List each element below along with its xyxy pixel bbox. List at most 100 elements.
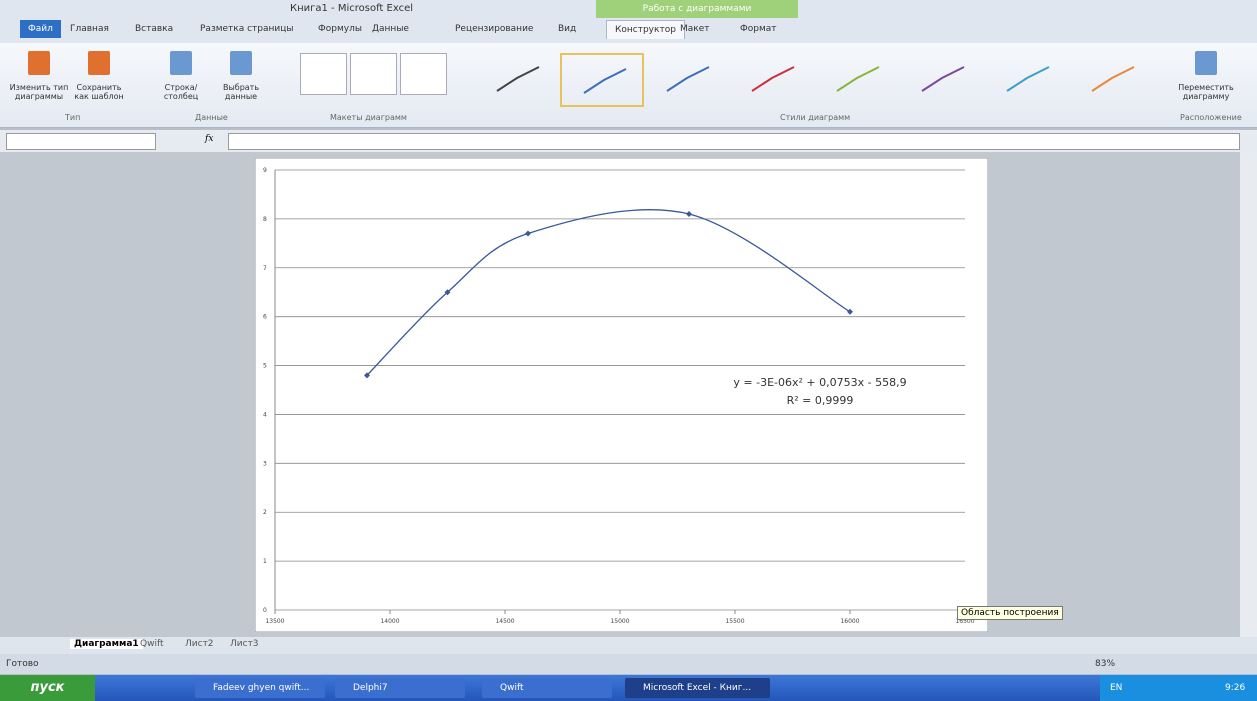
style-line	[583, 68, 627, 94]
sheet-tab[interactable]: Лист2	[185, 639, 214, 649]
ribbon-tab[interactable]: Макет	[680, 24, 710, 34]
ribbon-group-label: Расположение	[1180, 113, 1242, 122]
style-line	[836, 66, 880, 92]
taskbar-item[interactable]: Microsoft Excel - Книг...	[625, 678, 770, 698]
context-tab: Работа с диаграммами	[596, 0, 798, 18]
ribbon-group-label: Тип	[65, 113, 81, 122]
ribbon-button[interactable]: Выбрать данные	[222, 83, 260, 101]
taskbar-item[interactable]: Delphi7	[335, 678, 465, 698]
style-thumb[interactable]	[730, 53, 810, 103]
zoom-level: 83%	[1095, 659, 1116, 669]
chart-area	[255, 158, 988, 632]
style-preview	[583, 68, 627, 94]
formula-bar: fx	[0, 130, 1257, 152]
ribbon-group-label: Стили диаграмм	[780, 113, 851, 122]
taskbar-item[interactable]: Qwift	[482, 678, 612, 698]
taskbar-item[interactable]: Fadeev ghyen qwift...	[195, 678, 325, 698]
window-title: Книга1 - Microsoft Excel	[290, 3, 414, 14]
style-preview	[496, 66, 540, 92]
data-point	[686, 211, 692, 217]
ribbon-button[interactable]: Изменить тип диаграммы	[9, 83, 69, 101]
start-button[interactable]: пуск	[0, 675, 95, 701]
style-preview	[921, 66, 965, 92]
ribbon: Изменить тип диаграммы Сохранить как шабл…	[0, 43, 1257, 128]
style-line	[1091, 66, 1135, 92]
style-preview	[1091, 66, 1135, 92]
trendline-label: R² = 0,9999	[787, 394, 854, 407]
data-point	[364, 372, 370, 379]
x-tick-label: 15500	[725, 618, 744, 625]
y-tick-label: 0	[263, 607, 267, 614]
title-bar: Книга1 - Microsoft Excel Работа с диагра…	[0, 0, 1257, 18]
ribbon-group-label: Данные	[195, 113, 228, 122]
x-tick-label: 13500	[265, 618, 284, 625]
style-line	[751, 66, 795, 92]
style-line	[921, 66, 965, 92]
data-point	[525, 230, 531, 237]
x-tick-label: 14000	[380, 618, 399, 625]
ribbon-tab[interactable]: Файл	[20, 20, 61, 38]
ribbon-button-icon	[88, 51, 110, 75]
style-thumb[interactable]	[900, 53, 980, 103]
status-bar: Готово 83%	[0, 654, 1257, 674]
style-thumb[interactable]	[815, 53, 895, 103]
style-preview	[836, 66, 880, 92]
style-line	[496, 66, 540, 92]
ribbon-button[interactable]: Переместить диаграмму	[1178, 83, 1234, 101]
sheet-tab[interactable]: Лист3	[230, 639, 259, 649]
y-tick-label: 3	[263, 460, 267, 467]
y-tick-label: 1	[263, 558, 267, 565]
style-preview	[666, 66, 710, 92]
x-tick-label: 16000	[840, 618, 859, 625]
data-point	[444, 289, 451, 296]
taskbar: пуск EN 9:26 Fadeev ghyen qwift... Delphi…	[0, 675, 1257, 701]
style-thumb[interactable]	[645, 53, 725, 103]
formula-input[interactable]	[228, 133, 1240, 150]
style-thumb[interactable]	[560, 53, 644, 107]
ribbon-tab[interactable]: Вставка	[135, 24, 174, 34]
ribbon-tab[interactable]: Главная	[70, 24, 109, 34]
x-tick-label: 15000	[610, 618, 629, 625]
y-tick-label: 5	[263, 363, 267, 370]
series-line	[366, 209, 851, 376]
x-tick-label: 14500	[495, 618, 514, 625]
tray: EN 9:26	[1100, 675, 1257, 701]
trendline-label: y = -3E-06x² + 0,0753x - 558,9	[733, 376, 906, 389]
sheet-tab[interactable]: Qwift	[140, 639, 164, 649]
style-line	[666, 66, 710, 92]
scrollbar[interactable]	[1240, 152, 1257, 637]
layout-thumb[interactable]	[350, 53, 397, 95]
style-preview	[1006, 66, 1050, 92]
tooltip: Область построения	[957, 606, 1063, 620]
style-preview	[751, 66, 795, 92]
style-thumb[interactable]	[475, 53, 555, 103]
ribbon-button-icon	[28, 51, 50, 75]
data-point	[847, 308, 853, 315]
name-box[interactable]	[6, 133, 156, 150]
ribbon-button-icon	[170, 51, 192, 75]
ribbon-tab[interactable]: Данные	[372, 24, 409, 34]
ribbon-tab[interactable]: Формат	[740, 24, 777, 34]
sheet-tab[interactable]: Диаграмма1	[70, 639, 143, 649]
ribbon-tab[interactable]: Формулы	[318, 24, 362, 34]
y-tick-label: 2	[263, 509, 267, 516]
ribbon-button[interactable]: Строка/столбец	[163, 83, 199, 101]
y-tick-label: 7	[263, 265, 267, 272]
ribbon-button-icon	[1195, 51, 1217, 75]
ribbon-button-icon	[230, 51, 252, 75]
style-thumb[interactable]	[1070, 53, 1150, 103]
style-thumb[interactable]	[985, 53, 1065, 103]
style-line	[1006, 66, 1050, 92]
ribbon-tab[interactable]: Вид	[558, 24, 577, 34]
lang: EN	[1110, 683, 1123, 693]
layout-thumb[interactable]	[400, 53, 447, 95]
x-tick-label: 16500	[955, 618, 974, 625]
ribbon-tab[interactable]: Рецензирование	[455, 24, 534, 34]
y-tick-label: 6	[263, 314, 267, 321]
ribbon-tab[interactable]: Разметка страницы	[200, 24, 294, 34]
fx-button[interactable]: fx	[205, 134, 214, 144]
ribbon-button[interactable]: Сохранить как шаблон	[74, 83, 124, 101]
layout-thumb[interactable]	[300, 53, 347, 95]
ribbon-tab[interactable]: Конструктор	[606, 20, 685, 39]
